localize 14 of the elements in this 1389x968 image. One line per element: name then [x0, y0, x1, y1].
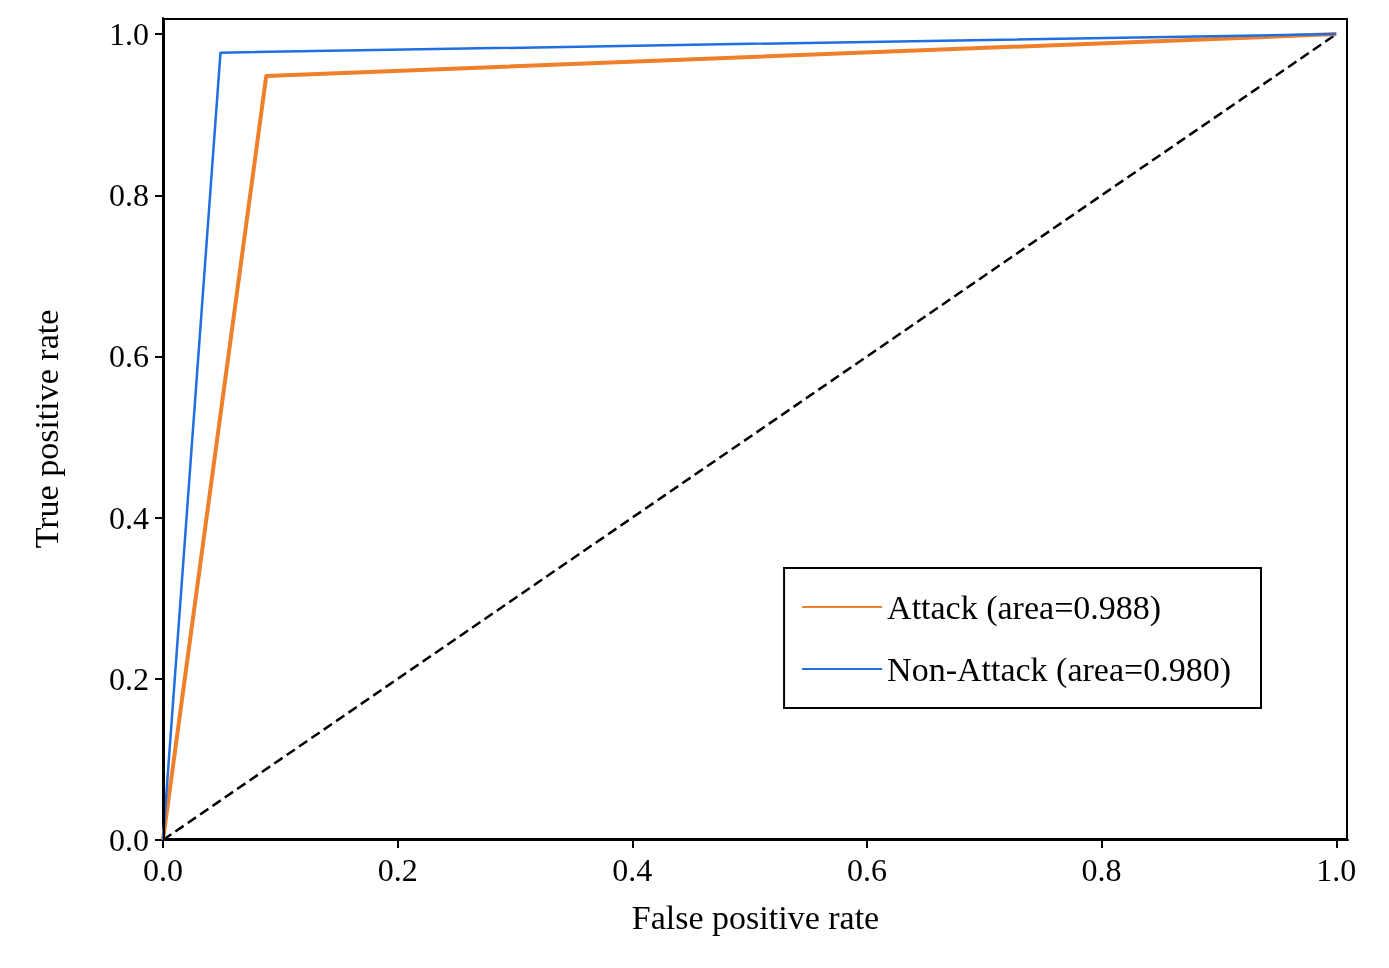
y-tick-label: 0.6: [109, 338, 149, 375]
y-tick-label: 0.2: [109, 660, 149, 697]
x-axis-title: False positive rate: [631, 898, 880, 936]
x-tick-label: 0.8: [1081, 852, 1122, 888]
x-tick-label: 0.4: [612, 852, 653, 888]
x-tick-label: 0.2: [377, 852, 418, 888]
x-tick-label: 1.0: [1316, 852, 1357, 888]
legend-label: Non-Attack (area=0.980): [887, 650, 1231, 689]
y-tick-label: 1.0: [109, 16, 149, 53]
legend-label: Attack (area=0.988): [887, 588, 1162, 627]
y-tick-label: 0.8: [109, 177, 149, 214]
y-axis-title: True positive rate: [27, 309, 65, 549]
x-tick-label: 0.6: [846, 852, 887, 888]
y-tick-label: 0.4: [109, 499, 149, 536]
